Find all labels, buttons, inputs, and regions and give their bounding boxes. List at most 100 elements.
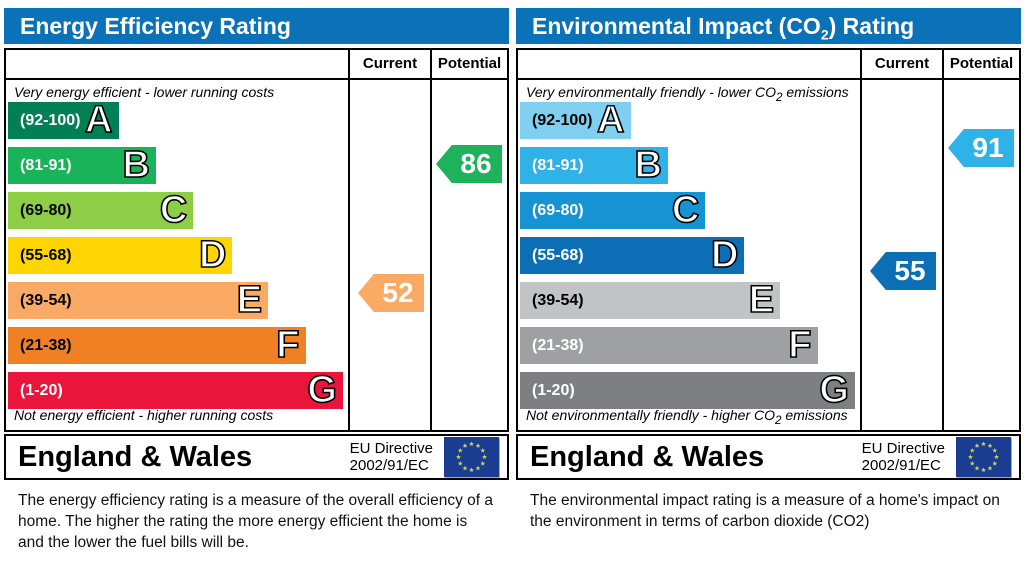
band-range-label: (92-100) [532,111,593,129]
band-row-d: (55-68) D [520,234,860,276]
bottom-note: Not energy efficient - higher running co… [14,407,273,427]
potential-column-header: Potential [949,55,1014,72]
column-divider [430,50,432,430]
band-bar-e: (39-54) E [520,279,781,321]
environmental-panel-title: Environmental Impact (CO2) Rating [516,8,1021,44]
band-letter: C [159,189,188,231]
band-range-label: (55-68) [20,246,72,264]
band-letter: E [748,279,775,321]
eu-directive-line2: 2002/91/EC [349,457,429,474]
top-note-text: Very energy efficient - lower running co… [14,84,275,100]
current-rating-arrow: 55 [870,252,936,290]
band-row-a: (92-100) A [520,99,860,141]
band-range-label: (1-20) [20,381,63,399]
bottom-note-subscript: 2 [775,414,782,427]
eu-flag-icon [956,437,1011,477]
title-text: Energy Efficiency Rating [20,13,291,39]
band-range-label: (21-38) [20,336,72,354]
band-row-d: (55-68) D [8,234,348,276]
region-footer: England & Wales EU Directive 2002/91/EC [516,434,1021,480]
band-bar-d: (55-68) D [520,234,745,276]
potential-rating-value: 91 [972,132,1004,163]
column-divider [942,50,944,430]
band-row-c: (69-80) C [520,190,860,230]
band-letter: E [236,279,263,321]
table-header: Current Potential [518,50,1019,80]
band-bar-c: (69-80) C [8,189,194,231]
band-range-label: (39-54) [20,291,72,309]
environmental-bands-area: Very environmentally friendly - lower CO… [518,80,1019,430]
bottom-note-text: Not environmentally friendly - higher CO [526,407,775,424]
current-rating-value: 52 [382,277,414,308]
table-header: Current Potential [6,50,507,80]
band-letter: D [710,234,739,276]
environmental-rating-table: Current Potential Very environmentally f… [516,48,1021,432]
top-note-text: Very environmentally friendly - lower CO [526,84,777,100]
title-subscript: 2 [820,26,829,43]
band-range-label: (69-80) [532,201,584,219]
current-column-header: Current [874,55,930,72]
band-bar-c: (69-80) C [520,190,706,230]
environmental-impact-panel: Environmental Impact (CO2) Rating Curren… [516,8,1021,532]
band-letter: B [634,144,663,186]
band-range-label: (69-80) [20,201,72,219]
band-letter: G [307,369,338,411]
eu-directive-line1: EU Directive [349,440,433,457]
band-row-g: (1-20) G [8,369,348,411]
energy-bands-area: Very energy efficient - lower running co… [6,80,507,430]
column-divider [860,50,862,430]
band-row-c: (69-80) C [8,189,348,231]
band-letter: A [596,99,625,141]
energy-rating-table: Current Potential Very energy efficient … [4,48,509,432]
band-range-label: (21-38) [532,336,584,354]
band-range-label: (92-100) [20,111,81,129]
band-bar-f: (21-38) F [520,324,818,366]
band-bar-a: (92-100) A [520,99,631,141]
region-name: England & Wales [18,440,253,473]
energy-efficiency-panel: Energy Efficiency Rating Current Potenti… [4,8,509,553]
energy-description-text: The energy efficiency rating is a measur… [18,492,494,551]
region-footer: England & Wales EU Directive 2002/91/EC [4,434,509,480]
band-letter: G [819,369,850,411]
band-bar-g: (1-20) G [520,369,855,411]
potential-rating-arrow: 86 [436,145,502,183]
region-name: England & Wales [530,440,765,473]
eu-directive-label: EU Directive 2002/91/EC [862,440,956,474]
eu-directive-line2: 2002/91/EC [861,457,941,474]
environmental-description-text: The environmental impact rating is a mea… [530,492,1000,530]
band-letter: F [787,324,812,366]
top-note-text-end: emissions [782,84,849,100]
column-divider [348,50,350,430]
band-row-e: (39-54) E [8,279,348,321]
band-range-label: (39-54) [532,291,584,309]
band-letter: F [275,324,300,366]
eu-directive-line1: EU Directive [861,440,945,457]
band-row-b: (81-91) B [8,144,348,186]
energy-panel-title: Energy Efficiency Rating [4,8,509,44]
band-row-b: (81-91) B [520,144,860,186]
current-column-header: Current [362,55,418,72]
band-row-g: (1-20) G [520,369,860,411]
top-note: Very environmentally friendly - lower CO… [518,80,1019,104]
band-range-label: (81-91) [20,156,72,174]
top-note: Very energy efficient - lower running co… [6,80,507,102]
top-note-subscript: 2 [776,90,783,104]
bottom-note-text-end: emissions [781,407,848,424]
band-letter: B [122,144,151,186]
title-text-end: ) Rating [828,13,915,39]
band-row-a: (92-100) A [8,99,348,141]
band-bar-b: (81-91) B [520,144,668,186]
current-rating-value: 55 [894,255,926,286]
band-letter: A [84,99,113,141]
potential-rating-arrow: 91 [948,129,1014,167]
band-range-label: (1-20) [532,381,575,399]
eu-flag-icon [444,437,499,477]
band-row-e: (39-54) E [520,279,860,321]
band-range-label: (81-91) [532,156,584,174]
band-letter: D [198,234,227,276]
band-bar-e: (39-54) E [8,279,269,321]
current-rating-arrow: 52 [358,274,424,312]
eu-directive-label: EU Directive 2002/91/EC [350,440,444,474]
band-row-f: (21-38) F [520,324,860,366]
bottom-note: Not environmentally friendly - higher CO… [526,407,848,427]
